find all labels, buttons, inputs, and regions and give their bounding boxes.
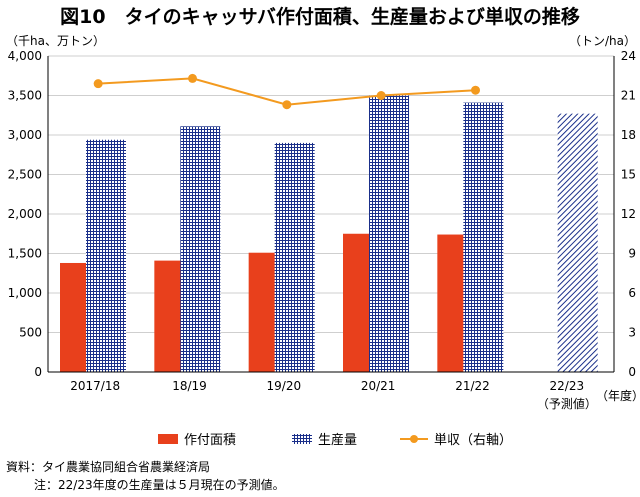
y-left-tick-label: 1,500 xyxy=(8,247,42,261)
yield-line xyxy=(93,73,480,110)
y-right-tick-label: 3 xyxy=(628,326,636,340)
y-right-tick-label: 15 xyxy=(621,168,636,182)
gridlines xyxy=(48,55,614,333)
y-right-axis-label: （トン/ha） xyxy=(569,34,636,48)
x-tick-sublabel: （予測値） xyxy=(537,396,597,411)
bar-production xyxy=(463,102,504,373)
bar-production xyxy=(274,142,315,372)
y-left-tick-label: 3,500 xyxy=(8,89,42,103)
legend-marker-yield xyxy=(410,435,418,443)
y-left-tick-label: 1,000 xyxy=(8,286,42,300)
x-tick-label: 18/19 xyxy=(172,379,207,393)
y-left-tick-label: 0 xyxy=(34,365,42,379)
legend-item-production: 生産量 xyxy=(292,432,357,448)
x-tick-label: 2017/18 xyxy=(70,379,120,393)
source-text: 資料：タイ農業協同組合省農業経済局 xyxy=(6,460,211,474)
y-right-tick-label: 12 xyxy=(621,207,636,221)
legend: 作付面積 生産量 単収（右軸） xyxy=(158,432,512,448)
x-tick-label: 21/22 xyxy=(455,379,490,393)
legend-item-area: 作付面積 xyxy=(158,433,236,448)
legend-item-yield: 単収（右軸） xyxy=(400,432,512,448)
y-left-tick-label: 2,000 xyxy=(8,207,42,221)
x-tick-label: 19/20 xyxy=(267,379,302,393)
legend-swatch-area xyxy=(158,434,178,444)
y-right-tick-label: 6 xyxy=(628,286,636,300)
yield-point xyxy=(471,85,480,95)
yield-point xyxy=(93,79,103,89)
y-right-tick-label: 18 xyxy=(621,128,636,142)
y-right-tick-label: 21 xyxy=(621,89,636,103)
legend-swatch-production xyxy=(292,434,312,444)
legend-label-yield: 単収（右軸） xyxy=(434,432,512,448)
x-axis-label: （年度） xyxy=(596,388,640,403)
chart-title: 図10 タイのキャッサバ作付面積、生産量および単収の推移 xyxy=(60,6,580,28)
y-left-tick-label: 3,000 xyxy=(8,128,42,142)
y-left-tick-label: 2,500 xyxy=(8,168,42,182)
y-left-tick-label: 500 xyxy=(19,326,42,340)
bar-production-projected xyxy=(557,113,598,373)
y-left-axis-label: （千ha、万トン） xyxy=(6,34,105,48)
y-right-tick-label: 9 xyxy=(628,247,636,261)
yield-point xyxy=(282,100,292,110)
yield-point xyxy=(376,91,386,100)
y-right-tick-label: 24 xyxy=(621,49,636,63)
note-text: 注：22/23年度の生産量は５月現在の予測値。 xyxy=(34,478,285,492)
bar-production xyxy=(369,95,409,372)
y-right-tick-label: 0 xyxy=(628,365,636,379)
legend-label-area: 作付面積 xyxy=(184,433,236,448)
bar-production xyxy=(180,126,221,372)
x-tick-label: 20/21 xyxy=(361,379,396,393)
x-tick-label: 22/23 xyxy=(550,379,585,393)
y-left-tick-label: 4,000 xyxy=(8,49,42,63)
yield-point xyxy=(188,73,197,83)
bars xyxy=(60,95,598,373)
bar-production xyxy=(86,139,126,372)
legend-label-production: 生産量 xyxy=(318,432,357,448)
axes: （千ha、万トン） （トン/ha） （年度） 0 500 1,000 1,500 2,0… xyxy=(6,34,640,411)
